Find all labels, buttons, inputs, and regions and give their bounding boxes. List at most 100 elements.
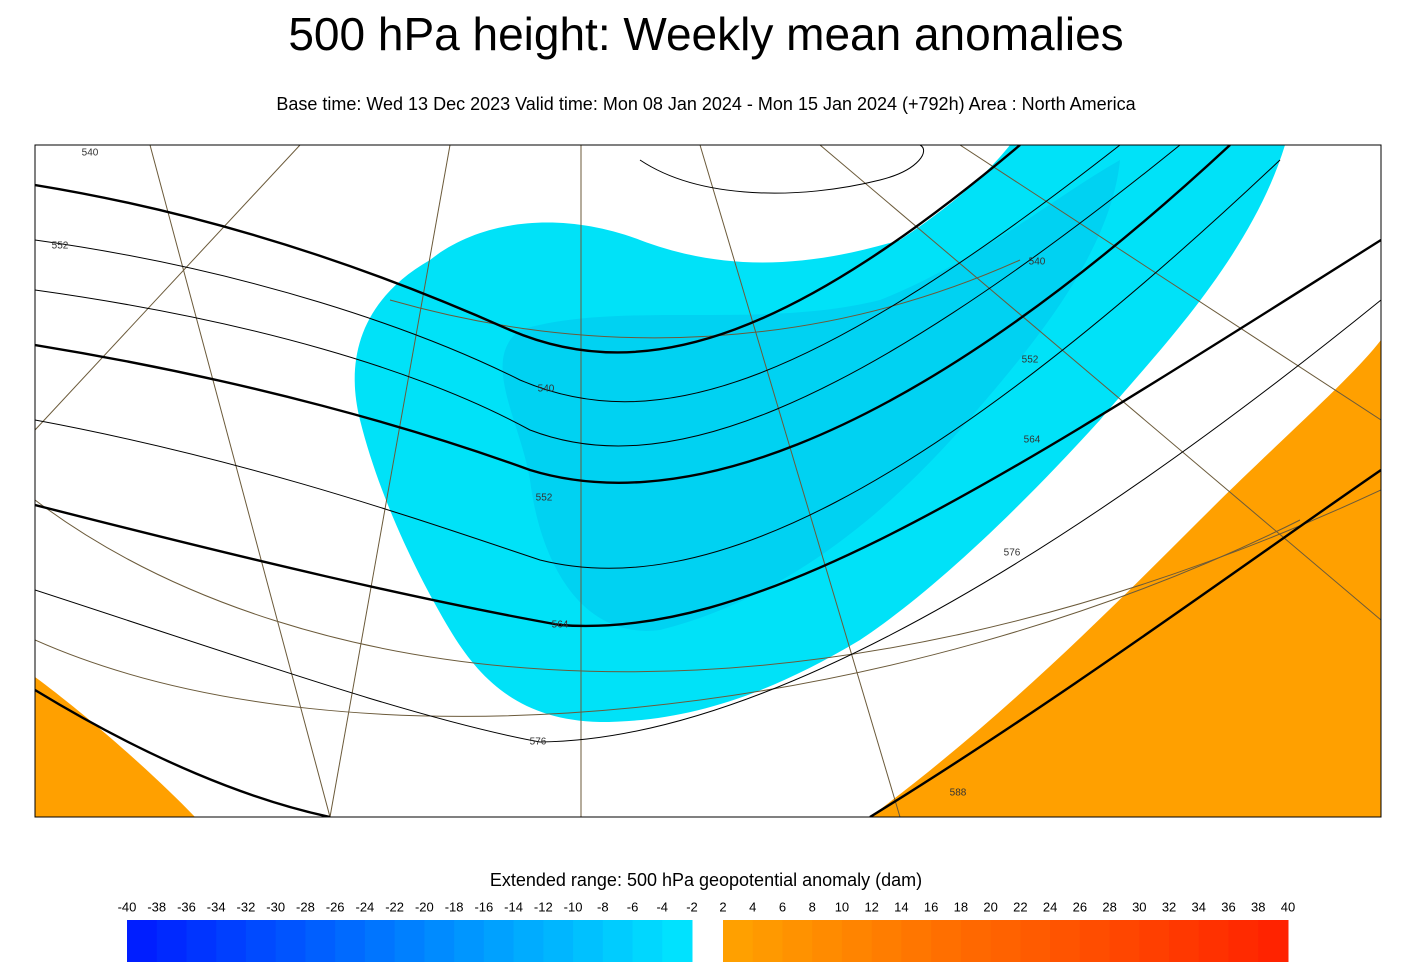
colorbar-tick-label: 18 bbox=[954, 899, 968, 914]
colorbar-tick-label: 6 bbox=[779, 899, 786, 914]
colorbar-segment bbox=[364, 920, 396, 962]
colorbar-segment bbox=[901, 920, 932, 962]
colorbar-tick-label: -34 bbox=[207, 899, 226, 914]
contour-label: 576 bbox=[1004, 548, 1021, 559]
contour-label: 540 bbox=[538, 384, 555, 395]
colorbar-tick-label: 36 bbox=[1221, 899, 1235, 914]
colorbar-segment bbox=[1020, 920, 1051, 962]
map bbox=[34, 144, 1382, 818]
colorbar-tick-label: 32 bbox=[1162, 899, 1176, 914]
contour-label: 564 bbox=[552, 620, 569, 631]
colorbar-tick-label: -20 bbox=[415, 899, 434, 914]
colorbar-tick-label: -38 bbox=[147, 899, 166, 914]
colorbar-segment bbox=[752, 920, 783, 962]
colorbar-segment bbox=[931, 920, 962, 962]
colorbar-tick-label: 8 bbox=[809, 899, 816, 914]
colorbar-tick-label: 28 bbox=[1102, 899, 1116, 914]
colorbar-segment bbox=[483, 920, 515, 962]
negative-anomaly-core bbox=[502, 160, 1121, 631]
graticule bbox=[35, 145, 1381, 817]
colorbar-tick-label: -32 bbox=[237, 899, 256, 914]
colorbar-tick-label: -4 bbox=[656, 899, 668, 914]
colorbar-segment bbox=[1139, 920, 1170, 962]
colorbar-segment bbox=[990, 920, 1021, 962]
positive-anomaly bbox=[870, 340, 1381, 817]
colorbar-tick-label: -30 bbox=[266, 899, 285, 914]
colorbar-tick-label: 2 bbox=[719, 899, 726, 914]
contour-label: 576 bbox=[530, 737, 547, 748]
colorbar-segment bbox=[454, 920, 485, 962]
colorbar-tick-label: -8 bbox=[597, 899, 609, 914]
colorbar-tick-label: -16 bbox=[474, 899, 493, 914]
colorbar-tick-label: 38 bbox=[1251, 899, 1265, 914]
colorbar-segment bbox=[662, 920, 693, 962]
colorbar-segment bbox=[513, 920, 544, 962]
colorbar-segment bbox=[632, 920, 663, 962]
colorbar-tick-label: 16 bbox=[924, 899, 938, 914]
colorbar-segment bbox=[960, 920, 992, 962]
colorbar-tick-label: 12 bbox=[864, 899, 878, 914]
colorbar-tick-label: 22 bbox=[1013, 899, 1027, 914]
colorbar-segment bbox=[216, 920, 247, 962]
colorbar-tick-label: -12 bbox=[534, 899, 553, 914]
colorbar-segment bbox=[1050, 920, 1081, 962]
contour-label: 564 bbox=[1024, 435, 1041, 446]
colorbar-tick-label: -28 bbox=[296, 899, 315, 914]
colorbar-segment bbox=[424, 920, 455, 962]
colorbar-segment bbox=[1258, 920, 1289, 962]
contour-label: 588 bbox=[950, 788, 967, 799]
colorbar-tick-label: -22 bbox=[385, 899, 404, 914]
contour-label: 540 bbox=[82, 148, 99, 159]
contours bbox=[35, 145, 1381, 817]
colorbar-tick-label: -6 bbox=[627, 899, 639, 914]
colorbar-segment bbox=[1228, 920, 1259, 962]
colorbar-tick-label: -10 bbox=[564, 899, 583, 914]
colorbar-segment bbox=[156, 920, 187, 962]
colorbar-segment bbox=[543, 920, 574, 962]
colorbar-segment bbox=[1198, 920, 1230, 962]
contour-label: 540 bbox=[1029, 257, 1046, 268]
colorbar-segment bbox=[573, 920, 604, 962]
subtitle: Base time: Wed 13 Dec 2023 Valid time: M… bbox=[276, 94, 1136, 114]
colorbar-segment bbox=[1169, 920, 1200, 962]
colorbar-tick-label: 20 bbox=[983, 899, 997, 914]
colorbar-segment bbox=[812, 920, 843, 962]
contour-label: 552 bbox=[1022, 355, 1039, 366]
colorbar-tick-label: 30 bbox=[1132, 899, 1146, 914]
colorbar-tick-label: -14 bbox=[504, 899, 523, 914]
colorbar-tick-label: 40 bbox=[1281, 899, 1295, 914]
colorbar-tick-label: 14 bbox=[894, 899, 908, 914]
colorbar-segment bbox=[723, 920, 754, 962]
colorbar-segment bbox=[841, 920, 873, 962]
colorbar-tick-label: 24 bbox=[1043, 899, 1057, 914]
positive-anomaly bbox=[35, 677, 195, 817]
colorbar-segment bbox=[1109, 920, 1140, 962]
colorbar-segment bbox=[602, 920, 634, 962]
contour-label: 552 bbox=[536, 493, 553, 504]
colorbar-segment bbox=[305, 920, 336, 962]
colorbar-segment bbox=[871, 920, 902, 962]
contour-label: 552 bbox=[52, 241, 69, 252]
colorbar-tick-label: -40 bbox=[118, 899, 137, 914]
colorbar-segment bbox=[782, 920, 813, 962]
colorbar-tick-label: -24 bbox=[355, 899, 374, 914]
colorbar-segment bbox=[245, 920, 277, 962]
colorbar-segment bbox=[394, 920, 425, 962]
colorbar-segment bbox=[1079, 920, 1111, 962]
colorbar-title: Extended range: 500 hPa geopotential ano… bbox=[490, 870, 922, 890]
colorbar-tick-label: -36 bbox=[177, 899, 196, 914]
colorbar-tick-label: -26 bbox=[326, 899, 345, 914]
colorbar-tick-label: 34 bbox=[1192, 899, 1206, 914]
colorbar-segment bbox=[275, 920, 306, 962]
colorbar-tick-label: 4 bbox=[749, 899, 756, 914]
title: 500 hPa height: Weekly mean anomalies bbox=[288, 8, 1123, 60]
colorbar-tick-label: -2 bbox=[686, 899, 698, 914]
colorbar-segment bbox=[127, 920, 158, 962]
colorbar-tick-label: 10 bbox=[835, 899, 849, 914]
colorbar-segment bbox=[186, 920, 217, 962]
map-frame bbox=[34, 144, 1382, 818]
colorbar-segment bbox=[335, 920, 366, 962]
colorbar-tick-label: -18 bbox=[445, 899, 464, 914]
colorbar-tick-label: 26 bbox=[1073, 899, 1087, 914]
